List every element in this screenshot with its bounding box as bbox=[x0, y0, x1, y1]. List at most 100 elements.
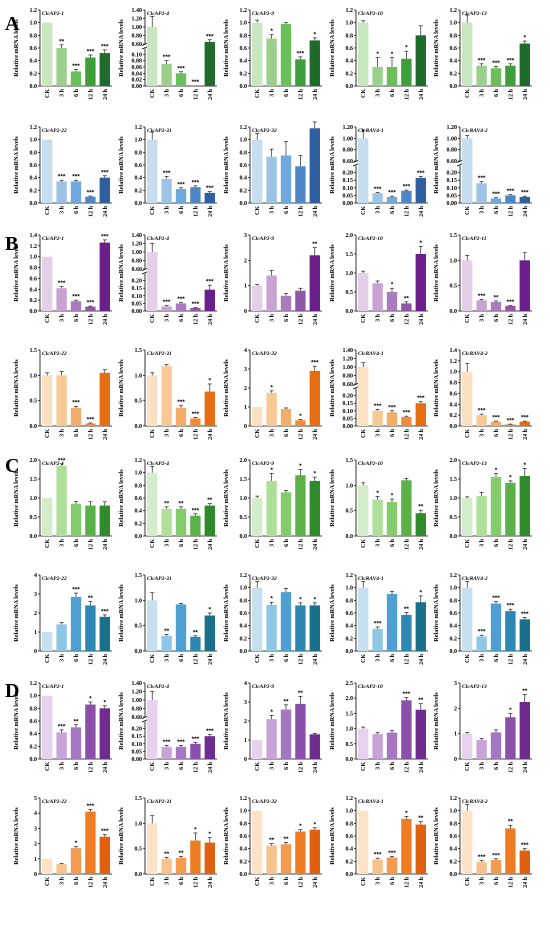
bar bbox=[56, 864, 67, 874]
x-tick-label: 3 h bbox=[480, 428, 486, 437]
subplot: 0.00 0.050.10 0.150.20 0.60 0.80 1.00 1.20 1.40… bbox=[329, 348, 428, 440]
x-tick-label: 12 h bbox=[88, 428, 94, 440]
bar bbox=[401, 190, 412, 203]
y-tick-label: 3 bbox=[34, 592, 37, 598]
y-tick-label: 0.4 bbox=[240, 176, 248, 182]
bar bbox=[372, 734, 383, 759]
axis-break-mark bbox=[456, 163, 464, 167]
significance-label: *** bbox=[192, 79, 200, 86]
bar bbox=[70, 848, 82, 874]
x-tick-label: 12 h bbox=[508, 538, 514, 550]
bar bbox=[386, 292, 398, 311]
y-tick-label: 0.2 bbox=[450, 636, 458, 642]
x-tick-label: 3 h bbox=[270, 428, 276, 437]
significance-label: *** bbox=[58, 174, 66, 181]
y-tick-label: 2 bbox=[454, 706, 457, 712]
significance-label: *** bbox=[101, 608, 109, 615]
x-tick-label: 12 h bbox=[404, 761, 410, 773]
x-tick-label: 6 h bbox=[390, 428, 396, 437]
bar bbox=[56, 732, 67, 759]
y-tick-label: 0.6 bbox=[346, 611, 354, 617]
y-tick-label: 0.2 bbox=[240, 71, 248, 77]
x-tick-label: 12 h bbox=[404, 88, 410, 100]
significance-label: * bbox=[299, 596, 302, 603]
y-axis-label: Relative mRNA levels bbox=[223, 692, 230, 750]
axis-break-gap bbox=[142, 268, 148, 274]
x-tick-label: 3 h bbox=[480, 88, 486, 97]
y-tick-label: 0.6 bbox=[240, 611, 248, 617]
y-tick-label: 1.5 bbox=[135, 796, 143, 802]
significance-label: ** bbox=[207, 497, 213, 504]
x-tick-label: 12 h bbox=[193, 538, 199, 550]
bar bbox=[505, 717, 516, 759]
x-tick-label: 6 h bbox=[74, 761, 80, 770]
y-tick-label: 0.4 bbox=[450, 59, 458, 65]
y-tick-label: 2 bbox=[34, 611, 37, 617]
y-tick-label: 0.00 bbox=[132, 309, 143, 315]
bar bbox=[147, 375, 158, 426]
subplot: 0.0 0.5 1.0 1.5 Relative mRNA levels ClcAP2-1… bbox=[433, 233, 532, 325]
x-tick-label: 6 h bbox=[74, 205, 80, 214]
y-tick-label: 0.2 bbox=[346, 71, 354, 77]
x-tick-label: 6 h bbox=[179, 761, 185, 770]
y-tick-label: 1.5 bbox=[450, 233, 458, 239]
y-tick-label: 1.0 bbox=[450, 21, 458, 27]
x-tick-label: 6 h bbox=[179, 313, 185, 322]
x-tick-label: CK bbox=[150, 877, 156, 886]
bar bbox=[415, 177, 426, 203]
panel-label-c: C bbox=[5, 455, 19, 477]
x-tick-label: 6 h bbox=[494, 761, 500, 770]
subplot: 0.0 0.2 0.4 0.6 0.8 1.0 1.2 Relative mRNA level… bbox=[223, 573, 322, 665]
significance-label: *** bbox=[388, 850, 396, 857]
x-tick-label: 24 h bbox=[419, 205, 425, 217]
bar bbox=[295, 703, 306, 759]
bar bbox=[85, 505, 96, 536]
y-tick-label: 1.2 bbox=[135, 125, 143, 131]
x-tick-label: 6 h bbox=[74, 538, 80, 547]
significance-label: *** bbox=[72, 400, 80, 407]
significance-label: *** bbox=[521, 611, 529, 618]
significance-label: *** bbox=[492, 415, 500, 422]
bar bbox=[309, 605, 320, 651]
x-tick-label: 12 h bbox=[88, 313, 94, 325]
x-tick-label: CK bbox=[45, 539, 51, 548]
y-tick-label: 0.8 bbox=[30, 266, 38, 272]
y-tick-label: 1 bbox=[244, 738, 247, 744]
y-tick-label: 1.2 bbox=[346, 8, 354, 14]
bar bbox=[386, 857, 398, 874]
x-tick-label: 24 h bbox=[313, 88, 319, 100]
y-tick-label: 0.60 bbox=[343, 382, 354, 388]
significance-label: *** bbox=[492, 852, 500, 859]
y-tick-label: 1.0 bbox=[240, 809, 248, 815]
bar bbox=[280, 844, 292, 874]
y-tick-label: 1.20 bbox=[343, 125, 354, 131]
y-tick-label: 1 bbox=[244, 284, 247, 290]
y-tick-label: 0.6 bbox=[240, 46, 248, 52]
bar bbox=[56, 465, 67, 536]
y-tick-label: 0.05 bbox=[447, 193, 458, 199]
bar bbox=[505, 828, 516, 874]
significance-label: *** bbox=[478, 408, 486, 415]
significance-label: *** bbox=[87, 190, 95, 197]
subplot: 0 1 2 3 Relative mRNA levels ClcAP2-9 CK 3 h 6 h… bbox=[223, 233, 322, 325]
y-tick-label: 0.6 bbox=[135, 163, 143, 169]
x-tick-label: 6 h bbox=[74, 88, 80, 97]
bar bbox=[401, 480, 412, 536]
axis-break-mark bbox=[141, 271, 149, 275]
x-tick-label: 24 h bbox=[419, 313, 425, 325]
significance-label: *** bbox=[403, 184, 411, 191]
subplot-title: ClcAP2-1 bbox=[42, 684, 64, 690]
panel-label-a: A bbox=[5, 13, 20, 35]
x-tick-label: CK bbox=[45, 877, 51, 886]
subplot-title: ClcAP2-1 bbox=[42, 461, 64, 467]
bar bbox=[372, 859, 383, 874]
x-tick-label: 24 h bbox=[313, 205, 319, 217]
subplot-title: ClcRAV4-1 bbox=[358, 576, 384, 582]
x-tick-label: 12 h bbox=[404, 428, 410, 440]
subplot: 0.0 0.5 1.0 1.5 2.0 Relative mRNA levels ClcAP… bbox=[13, 457, 112, 550]
y-tick-label: 0.5 bbox=[346, 742, 354, 748]
x-tick-label: 24 h bbox=[313, 538, 319, 550]
y-tick-label: 0.0 bbox=[346, 757, 354, 763]
bar bbox=[519, 421, 530, 426]
significance-label: * bbox=[75, 840, 78, 847]
